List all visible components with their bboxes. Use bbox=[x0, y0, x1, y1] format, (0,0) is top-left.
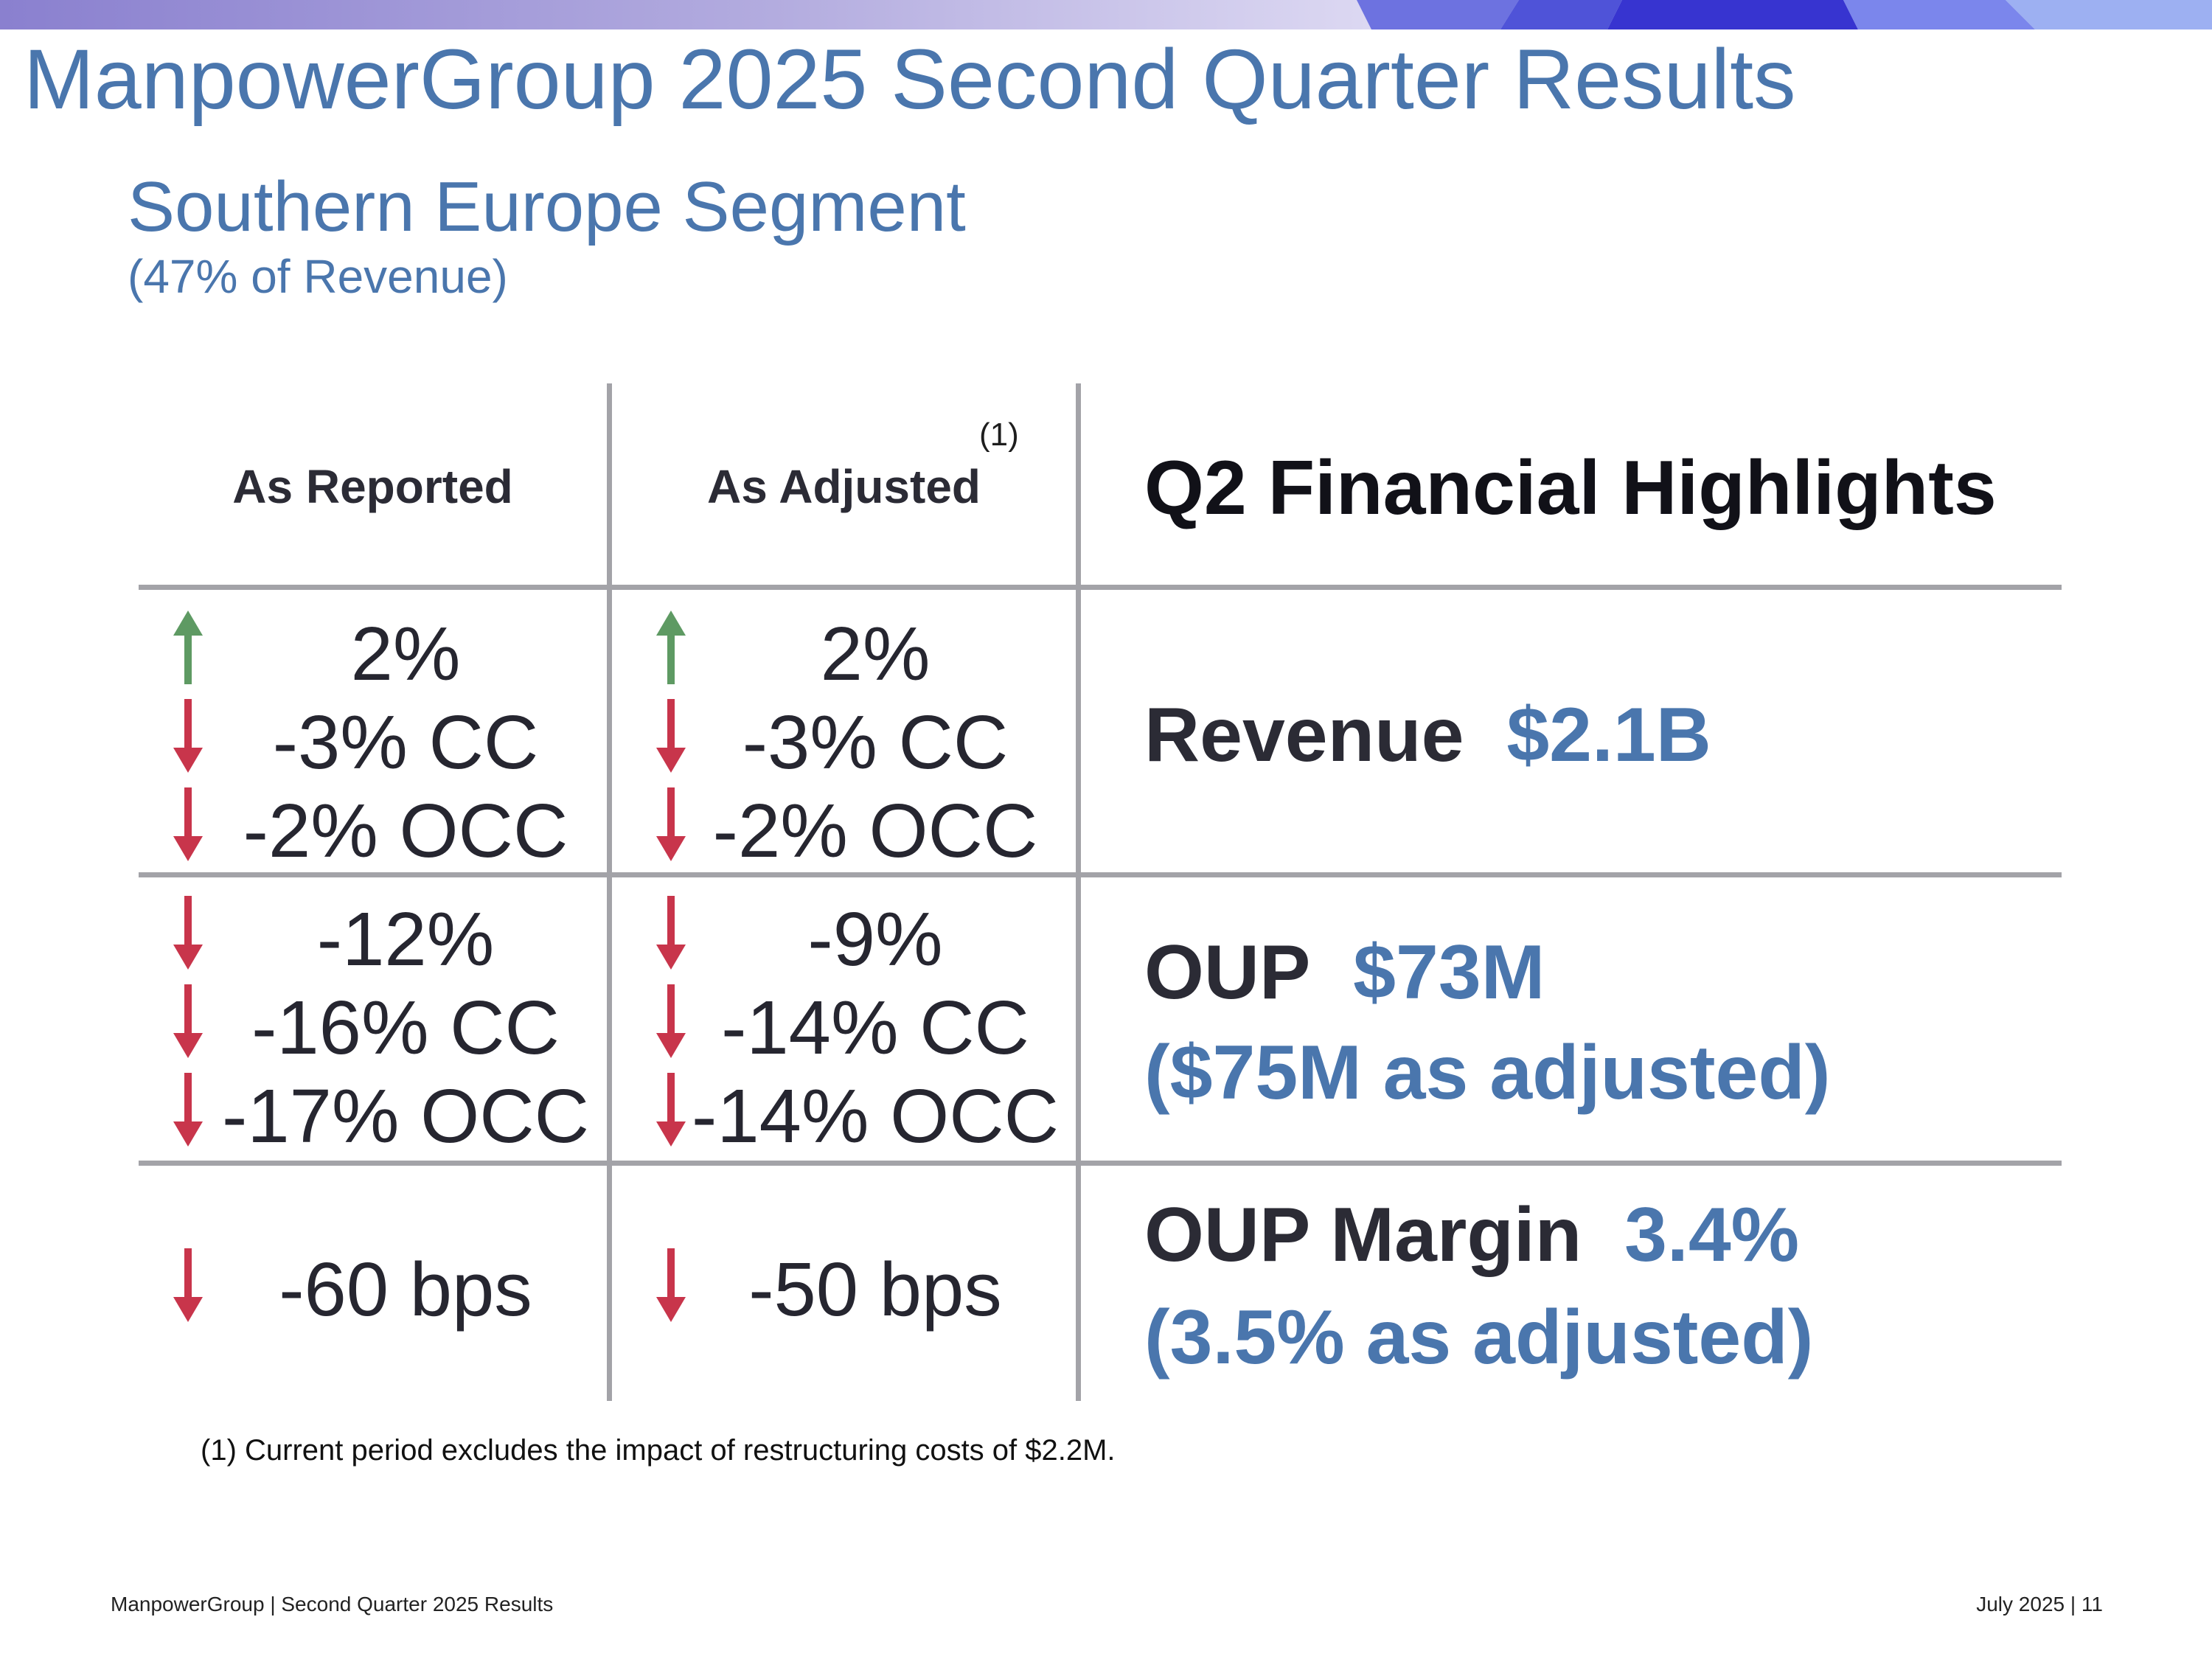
reported-oup-cc: -16% CC bbox=[251, 985, 560, 1070]
oup-label: OUP bbox=[1144, 930, 1311, 1015]
arrow-head bbox=[656, 1121, 686, 1147]
arrow-shaft bbox=[184, 984, 192, 1037]
arrow-shaft bbox=[667, 1073, 675, 1126]
highlights-title: Q2 Financial Highlights bbox=[1144, 445, 1997, 531]
arrow-shaft bbox=[667, 699, 675, 752]
down-arrow-icon bbox=[173, 699, 203, 773]
footnote-ref: (1) bbox=[979, 417, 1019, 453]
arrow-head bbox=[173, 1033, 203, 1058]
arrow-head bbox=[656, 748, 686, 773]
revenue-share: (47% of Revenue) bbox=[128, 250, 508, 303]
oup-margin-value: 3.4% bbox=[1624, 1192, 1800, 1278]
reported-oup-value: -12% bbox=[316, 897, 495, 981]
arrow-head bbox=[656, 1297, 686, 1322]
divider-horizontal-3 bbox=[139, 1161, 2062, 1166]
up-arrow-icon bbox=[656, 611, 686, 684]
arrow-shaft bbox=[667, 1248, 675, 1301]
reported-revenue-cc: -3% CC bbox=[272, 700, 539, 785]
arrow-head bbox=[173, 1121, 203, 1147]
adjusted-revenue-value: 2% bbox=[820, 611, 931, 696]
oup-adjusted-note: ($75M as adjusted) bbox=[1144, 1030, 1831, 1116]
down-arrow-icon bbox=[656, 1248, 686, 1322]
arrow-shaft bbox=[184, 787, 192, 841]
footer-left: ManpowerGroup | Second Quarter 2025 Resu… bbox=[111, 1593, 554, 1615]
footnote: (1) Current period excludes the impact o… bbox=[201, 1434, 1116, 1467]
revenue-highlight: Revenue $2.1B bbox=[1144, 693, 1711, 777]
oup-margin-highlight: OUP Margin 3.4% bbox=[1144, 1193, 1799, 1277]
col-header-adjusted: As Adjusted bbox=[707, 460, 981, 513]
arrow-shaft bbox=[184, 896, 192, 949]
arrow-shaft bbox=[184, 1073, 192, 1126]
reported-margin-value: -60 bps bbox=[279, 1247, 532, 1332]
down-arrow-icon bbox=[173, 787, 203, 861]
oup-highlight: OUP $73M bbox=[1144, 931, 1545, 1015]
down-arrow-icon bbox=[656, 1073, 686, 1147]
arrow-head bbox=[173, 611, 203, 636]
divider-vertical-1 bbox=[607, 383, 612, 1401]
page-title: ManpowerGroup 2025 Second Quarter Result… bbox=[24, 32, 1796, 127]
down-arrow-icon bbox=[656, 896, 686, 970]
reported-oup-occ: -17% OCC bbox=[222, 1074, 589, 1158]
oup-margin-label: OUP Margin bbox=[1144, 1192, 1582, 1278]
oup-margin-adjusted-note: (3.5% as adjusted) bbox=[1144, 1295, 1814, 1380]
down-arrow-icon bbox=[173, 984, 203, 1058]
reported-revenue-value: 2% bbox=[350, 611, 461, 696]
adjusted-oup-cell: -9% -14% CC -14% OCC bbox=[691, 897, 1060, 1154]
oup-value: $73M bbox=[1353, 930, 1545, 1015]
adjusted-revenue-occ: -2% OCC bbox=[712, 788, 1038, 873]
revenue-label: Revenue bbox=[1144, 692, 1464, 778]
segment-title: Southern Europe Segment bbox=[128, 167, 966, 246]
reported-oup-cell: -12% -16% CC -17% OCC bbox=[221, 897, 590, 1154]
top-banner bbox=[0, 0, 2212, 29]
arrow-head bbox=[656, 611, 686, 636]
adjusted-oup-cc: -14% CC bbox=[721, 985, 1029, 1070]
adjusted-revenue-cc: -3% CC bbox=[742, 700, 1009, 785]
arrow-shaft bbox=[667, 787, 675, 841]
arrow-shaft bbox=[184, 631, 192, 684]
reported-revenue-occ: -2% OCC bbox=[243, 788, 568, 873]
arrow-shaft bbox=[667, 896, 675, 949]
arrow-head bbox=[173, 836, 203, 861]
adjusted-oup-value: -9% bbox=[807, 897, 943, 981]
revenue-value: $2.1B bbox=[1506, 692, 1711, 778]
col-header-reported: As Reported bbox=[232, 460, 513, 513]
arrow-head bbox=[173, 1297, 203, 1322]
adjusted-oup-occ: -14% OCC bbox=[692, 1074, 1059, 1158]
footer-right: July 2025 | 11 bbox=[1976, 1593, 2103, 1615]
reported-margin-cell: -60 bps bbox=[221, 1251, 590, 1332]
arrow-shaft bbox=[667, 631, 675, 684]
down-arrow-icon bbox=[173, 1073, 203, 1147]
divider-vertical-2 bbox=[1076, 383, 1081, 1401]
arrow-head bbox=[173, 945, 203, 970]
arrow-shaft bbox=[667, 984, 675, 1037]
arrow-shaft bbox=[184, 699, 192, 752]
down-arrow-icon bbox=[656, 699, 686, 773]
down-arrow-icon bbox=[656, 787, 686, 861]
reported-revenue-cell: 2% -3% CC -2% OCC bbox=[221, 611, 590, 869]
down-arrow-icon bbox=[656, 984, 686, 1058]
arrow-shaft bbox=[184, 1248, 192, 1301]
arrow-head bbox=[656, 836, 686, 861]
arrow-head bbox=[173, 748, 203, 773]
down-arrow-icon bbox=[173, 896, 203, 970]
down-arrow-icon bbox=[173, 1248, 203, 1322]
divider-horizontal-1 bbox=[139, 585, 2062, 590]
arrow-head bbox=[656, 945, 686, 970]
divider-horizontal-2 bbox=[139, 872, 2062, 877]
adjusted-margin-cell: -50 bps bbox=[691, 1251, 1060, 1332]
up-arrow-icon bbox=[173, 611, 203, 684]
adjusted-revenue-cell: 2% -3% CC -2% OCC bbox=[691, 611, 1060, 869]
arrow-head bbox=[656, 1033, 686, 1058]
adjusted-margin-value: -50 bps bbox=[748, 1247, 1002, 1332]
